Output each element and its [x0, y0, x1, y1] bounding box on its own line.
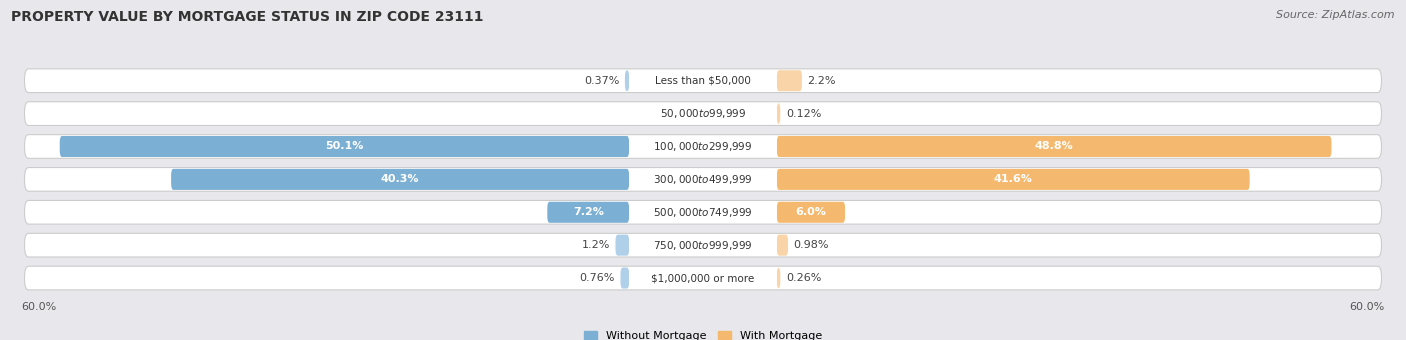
- FancyBboxPatch shape: [628, 235, 778, 256]
- FancyBboxPatch shape: [778, 70, 801, 91]
- FancyBboxPatch shape: [778, 268, 780, 289]
- FancyBboxPatch shape: [24, 200, 1382, 224]
- Text: 7.2%: 7.2%: [572, 207, 603, 217]
- Text: 48.8%: 48.8%: [1035, 141, 1074, 152]
- Text: 0.26%: 0.26%: [786, 273, 821, 283]
- FancyBboxPatch shape: [778, 103, 780, 124]
- FancyBboxPatch shape: [628, 169, 778, 190]
- FancyBboxPatch shape: [24, 102, 1382, 125]
- Text: 40.3%: 40.3%: [381, 174, 419, 184]
- Text: 41.6%: 41.6%: [994, 174, 1032, 184]
- FancyBboxPatch shape: [616, 235, 628, 256]
- FancyBboxPatch shape: [24, 233, 1382, 257]
- FancyBboxPatch shape: [620, 268, 628, 289]
- Text: $50,000 to $99,999: $50,000 to $99,999: [659, 107, 747, 120]
- FancyBboxPatch shape: [172, 169, 628, 190]
- Legend: Without Mortgage, With Mortgage: Without Mortgage, With Mortgage: [579, 326, 827, 340]
- Text: 0.37%: 0.37%: [583, 76, 619, 86]
- FancyBboxPatch shape: [59, 136, 628, 157]
- Text: Source: ZipAtlas.com: Source: ZipAtlas.com: [1277, 10, 1395, 20]
- Text: 0.76%: 0.76%: [579, 273, 614, 283]
- Text: $1,000,000 or more: $1,000,000 or more: [651, 273, 755, 283]
- Text: 0.98%: 0.98%: [794, 240, 830, 250]
- FancyBboxPatch shape: [628, 268, 778, 289]
- FancyBboxPatch shape: [778, 136, 1331, 157]
- Text: PROPERTY VALUE BY MORTGAGE STATUS IN ZIP CODE 23111: PROPERTY VALUE BY MORTGAGE STATUS IN ZIP…: [11, 10, 484, 24]
- Text: $750,000 to $999,999: $750,000 to $999,999: [654, 239, 752, 252]
- FancyBboxPatch shape: [778, 202, 845, 223]
- Text: 0.12%: 0.12%: [786, 108, 821, 119]
- FancyBboxPatch shape: [628, 202, 778, 223]
- FancyBboxPatch shape: [778, 169, 1250, 190]
- Text: 2.2%: 2.2%: [807, 76, 837, 86]
- Text: 50.1%: 50.1%: [325, 141, 364, 152]
- Text: Less than $50,000: Less than $50,000: [655, 76, 751, 86]
- FancyBboxPatch shape: [624, 70, 628, 91]
- FancyBboxPatch shape: [24, 168, 1382, 191]
- FancyBboxPatch shape: [628, 103, 778, 124]
- FancyBboxPatch shape: [628, 136, 778, 157]
- Text: $300,000 to $499,999: $300,000 to $499,999: [654, 173, 752, 186]
- FancyBboxPatch shape: [547, 202, 628, 223]
- Text: 60.0%: 60.0%: [21, 302, 56, 312]
- Text: 60.0%: 60.0%: [1350, 302, 1385, 312]
- FancyBboxPatch shape: [24, 266, 1382, 290]
- FancyBboxPatch shape: [628, 70, 778, 91]
- Text: $100,000 to $299,999: $100,000 to $299,999: [654, 140, 752, 153]
- FancyBboxPatch shape: [24, 69, 1382, 92]
- Text: 6.0%: 6.0%: [796, 207, 827, 217]
- Text: $500,000 to $749,999: $500,000 to $749,999: [654, 206, 752, 219]
- FancyBboxPatch shape: [778, 235, 787, 256]
- Text: 1.2%: 1.2%: [582, 240, 610, 250]
- FancyBboxPatch shape: [24, 135, 1382, 158]
